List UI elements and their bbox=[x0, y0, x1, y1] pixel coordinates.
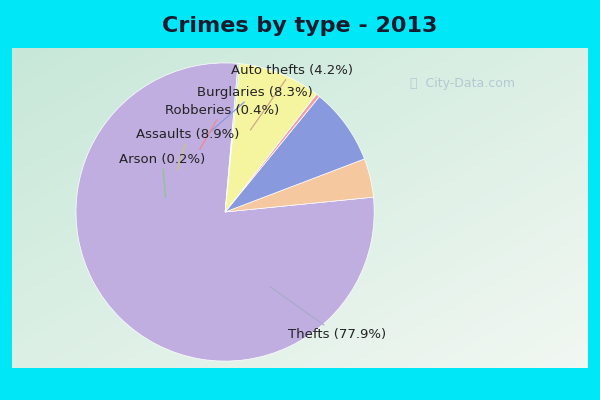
Text: Burglaries (8.3%): Burglaries (8.3%) bbox=[197, 86, 313, 134]
Wedge shape bbox=[225, 94, 319, 212]
Wedge shape bbox=[225, 64, 240, 212]
Text: Thefts (77.9%): Thefts (77.9%) bbox=[270, 286, 386, 341]
Wedge shape bbox=[76, 63, 374, 361]
Wedge shape bbox=[225, 96, 364, 212]
Text: ⓘ  City-Data.com: ⓘ City-Data.com bbox=[409, 78, 515, 90]
Wedge shape bbox=[225, 159, 373, 212]
Text: Crimes by type - 2013: Crimes by type - 2013 bbox=[163, 16, 437, 36]
Text: Assaults (8.9%): Assaults (8.9%) bbox=[136, 128, 239, 170]
Text: Arson (0.2%): Arson (0.2%) bbox=[119, 153, 206, 197]
Wedge shape bbox=[225, 64, 316, 212]
Text: Auto thefts (4.2%): Auto thefts (4.2%) bbox=[231, 64, 353, 130]
Text: Robberies (0.4%): Robberies (0.4%) bbox=[165, 104, 279, 149]
